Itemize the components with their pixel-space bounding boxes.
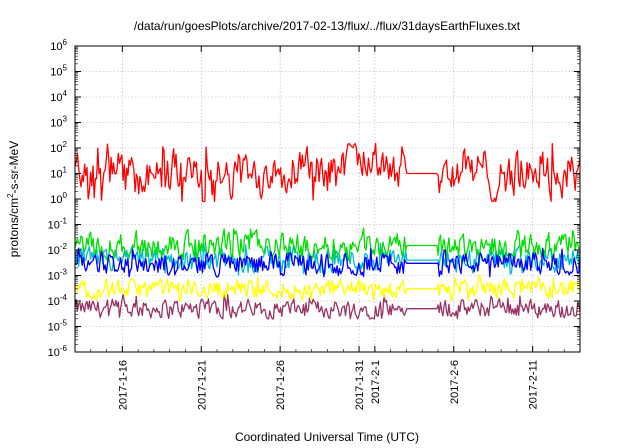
y-tick-label: 10-2 (48, 242, 68, 257)
x-tick-label: 2017-1-16 (117, 360, 129, 410)
y-tick-label: 102 (50, 140, 67, 155)
y-tick-label: 106 (50, 38, 67, 53)
y-tick-label: 101 (50, 166, 67, 181)
y-tick-label: 105 (50, 64, 67, 79)
y-tick-label: 103 (50, 115, 67, 130)
y-tick-label: 104 (50, 89, 67, 104)
y-tick-label: 10-5 (48, 319, 68, 334)
series-line (75, 247, 581, 278)
x-tick-label: 2017-2-11 (528, 360, 540, 409)
y-axis-title-post: -s-sr-MeV (7, 141, 21, 194)
x-tick-label: 2017-2-1 (370, 360, 382, 404)
series-line (74, 227, 581, 261)
x-tick-label: 2017-2-6 (449, 360, 461, 404)
y-tick-label: 10-4 (48, 293, 68, 308)
series-line (74, 275, 581, 302)
x-tick-label: 2017-1-26 (275, 360, 287, 410)
series-line (74, 293, 581, 320)
chart-title: /data/run/goesPlots/archive/2017-02-13/f… (134, 19, 521, 33)
y-axis-title-pre: protons/cm (7, 198, 21, 257)
x-tick-label: 2017-1-21 (196, 360, 208, 410)
y-tick-label: 100 (50, 191, 67, 206)
x-tick-label: 2017-1-31 (354, 360, 366, 410)
y-tick-label: 10-3 (48, 268, 68, 283)
y-axis: 10-6 10-5 10-4 10-3 10-2 10-1 100 101 102 103 104 1… (48, 38, 580, 359)
series-layer (74, 142, 581, 320)
x-axis-title: Coordinated Universal Time (UTC) (235, 430, 419, 444)
y-tick-label: 10-1 (48, 217, 68, 232)
series-line (74, 142, 581, 203)
y-axis-title-sup: 2 (6, 193, 15, 198)
x-axis: 2017-1-16 2017-1-21 2017-1-26 2017-1-31 2017… (74, 46, 581, 410)
y-tick-label: 10-6 (48, 344, 68, 359)
y-axis-title: protons/cm2-s-sr-MeV (6, 141, 21, 257)
